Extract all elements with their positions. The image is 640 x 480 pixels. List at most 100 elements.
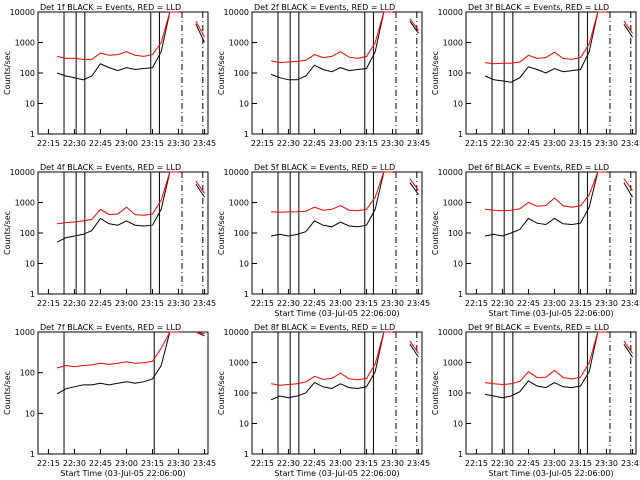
panel-title: Det 9f BLACK = Events, RED = LLD	[468, 323, 609, 332]
y-axis-label: Counts/sec	[431, 51, 440, 95]
y-tick-label: 1000	[15, 328, 35, 337]
y-tick-label: 100	[448, 229, 463, 238]
y-tick-label: 1	[244, 290, 249, 299]
plot-frame	[251, 171, 423, 295]
y-tick-label: 1000	[15, 39, 35, 48]
x-tick-label: 23:15	[141, 299, 164, 308]
x-tick-label: 22:30	[63, 459, 86, 468]
panel-title: Det 1f BLACK = Events, RED = LLD	[40, 3, 181, 12]
x-tick-label: 23:00	[115, 139, 138, 148]
plot-frame	[465, 11, 637, 135]
x-tick-label: 23:30	[167, 139, 190, 148]
x-tick-label: 22:30	[277, 299, 300, 308]
events-series-line	[485, 331, 633, 399]
x-tick-label: 22:30	[491, 139, 514, 148]
y-tick-label: 100	[20, 69, 35, 78]
x-tick-label: 23:30	[595, 459, 618, 468]
y-tick-label: 1000	[443, 39, 463, 48]
panel-title: Det 5f BLACK = Events, RED = LLD	[254, 163, 395, 172]
panel-8: Det 8f BLACK = Events, RED = LLD Counts/s…	[217, 323, 430, 478]
lld-series-line	[56, 331, 205, 369]
x-tick-label: 22:30	[63, 139, 86, 148]
x-tick-label: 23:45	[193, 459, 216, 468]
y-tick-label: 100	[448, 389, 463, 398]
events-series-line	[271, 171, 419, 237]
y-tick-label: 10	[453, 260, 463, 269]
x-tick-label: 23:30	[381, 299, 404, 308]
y-tick-label: 1	[244, 450, 249, 459]
x-tick-label: 23:15	[355, 459, 378, 468]
lld-series-line	[485, 171, 633, 212]
x-axis-label: Start Time (03-Jul-05 22:06:00)	[488, 309, 613, 318]
panel-title: Det 2f BLACK = Events, RED = LLD	[254, 3, 395, 12]
x-tick-label: 22:30	[491, 459, 514, 468]
x-tick-label: 22:45	[517, 139, 540, 148]
x-tick-label: 22:15	[465, 139, 488, 148]
y-tick-label: 10	[239, 420, 249, 429]
events-series-line	[270, 331, 419, 401]
panel-3: Det 3f BLACK = Events, RED = LLD Counts/s…	[431, 3, 640, 148]
y-tick-label: 10000	[10, 8, 35, 17]
y-tick-label: 1	[30, 130, 35, 139]
y-axis-label: Counts/sec	[217, 371, 226, 415]
y-tick-label: 1000	[229, 199, 249, 208]
panel-9: Det 9f BLACK = Events, RED = LLD Counts/s…	[431, 323, 640, 478]
y-tick-label: 10000	[224, 168, 249, 177]
y-tick-label: 1000	[443, 199, 463, 208]
x-tick-label: 23:00	[543, 139, 566, 148]
x-tick-label: 22:15	[37, 139, 60, 148]
events-series-line	[56, 11, 205, 81]
y-axis-label: Counts/sec	[3, 371, 12, 415]
y-tick-label: 1	[458, 130, 463, 139]
y-tick-label: 10000	[10, 168, 35, 177]
x-tick-label: 23:00	[115, 299, 138, 308]
x-tick-label: 23:00	[115, 459, 138, 468]
x-tick-label: 23:00	[329, 139, 352, 148]
y-tick-label: 10000	[224, 8, 249, 17]
lld-series-line	[57, 171, 205, 225]
y-tick-label: 1	[30, 290, 35, 299]
y-tick-label: 1000	[229, 359, 249, 368]
lld-series-line	[271, 11, 419, 64]
y-tick-label: 1	[244, 130, 249, 139]
x-tick-label: 22:45	[89, 139, 112, 148]
y-tick-label: 10000	[438, 168, 463, 177]
lld-series-line	[485, 11, 633, 65]
events-series-line	[485, 171, 633, 237]
y-tick-label: 10	[453, 420, 463, 429]
x-tick-label: 22:30	[491, 299, 514, 308]
y-axis-label: Counts/sec	[431, 211, 440, 255]
x-tick-label: 22:15	[37, 299, 60, 308]
x-tick-label: 23:15	[141, 459, 164, 468]
y-tick-label: 100	[448, 69, 463, 78]
x-tick-label: 23:30	[167, 459, 190, 468]
y-tick-label: 10000	[438, 328, 463, 337]
y-axis-label: Counts/sec	[217, 211, 226, 255]
y-axis-label: Counts/sec	[3, 211, 12, 255]
y-tick-label: 100	[234, 389, 249, 398]
x-axis-label: Start Time (03-Jul-05 22:06:00)	[274, 309, 399, 318]
x-tick-label: 23:45	[193, 299, 216, 308]
panel-title: Det 8f BLACK = Events, RED = LLD	[254, 323, 395, 332]
panel-5: Det 5f BLACK = Events, RED = LLD Counts/s…	[217, 163, 430, 318]
y-tick-label: 1	[458, 290, 463, 299]
panel-2: Det 2f BLACK = Events, RED = LLD Counts/s…	[217, 3, 430, 148]
x-tick-label: 23:00	[543, 299, 566, 308]
y-tick-label: 100	[234, 69, 249, 78]
x-axis-label: Start Time (03-Jul-05 22:06:00)	[488, 469, 613, 478]
y-tick-label: 1	[458, 450, 463, 459]
y-tick-label: 100	[20, 229, 35, 238]
y-tick-label: 100	[234, 229, 249, 238]
panel-7: Det 7f BLACK = Events, RED = LLD Counts/s…	[3, 323, 216, 478]
x-tick-label: 23:45	[407, 139, 430, 148]
x-axis-label: Start Time (03-Jul-05 22:06:00)	[60, 469, 185, 478]
plot-frame	[465, 171, 637, 295]
x-tick-label: 23:15	[569, 299, 592, 308]
y-tick-label: 100	[20, 369, 35, 378]
y-tick-label: 10000	[438, 8, 463, 17]
x-tick-label: 22:45	[303, 299, 326, 308]
panel-title: Det 3f BLACK = Events, RED = LLD	[468, 3, 609, 12]
y-tick-label: 10	[25, 409, 35, 418]
plot-frame	[37, 11, 209, 135]
